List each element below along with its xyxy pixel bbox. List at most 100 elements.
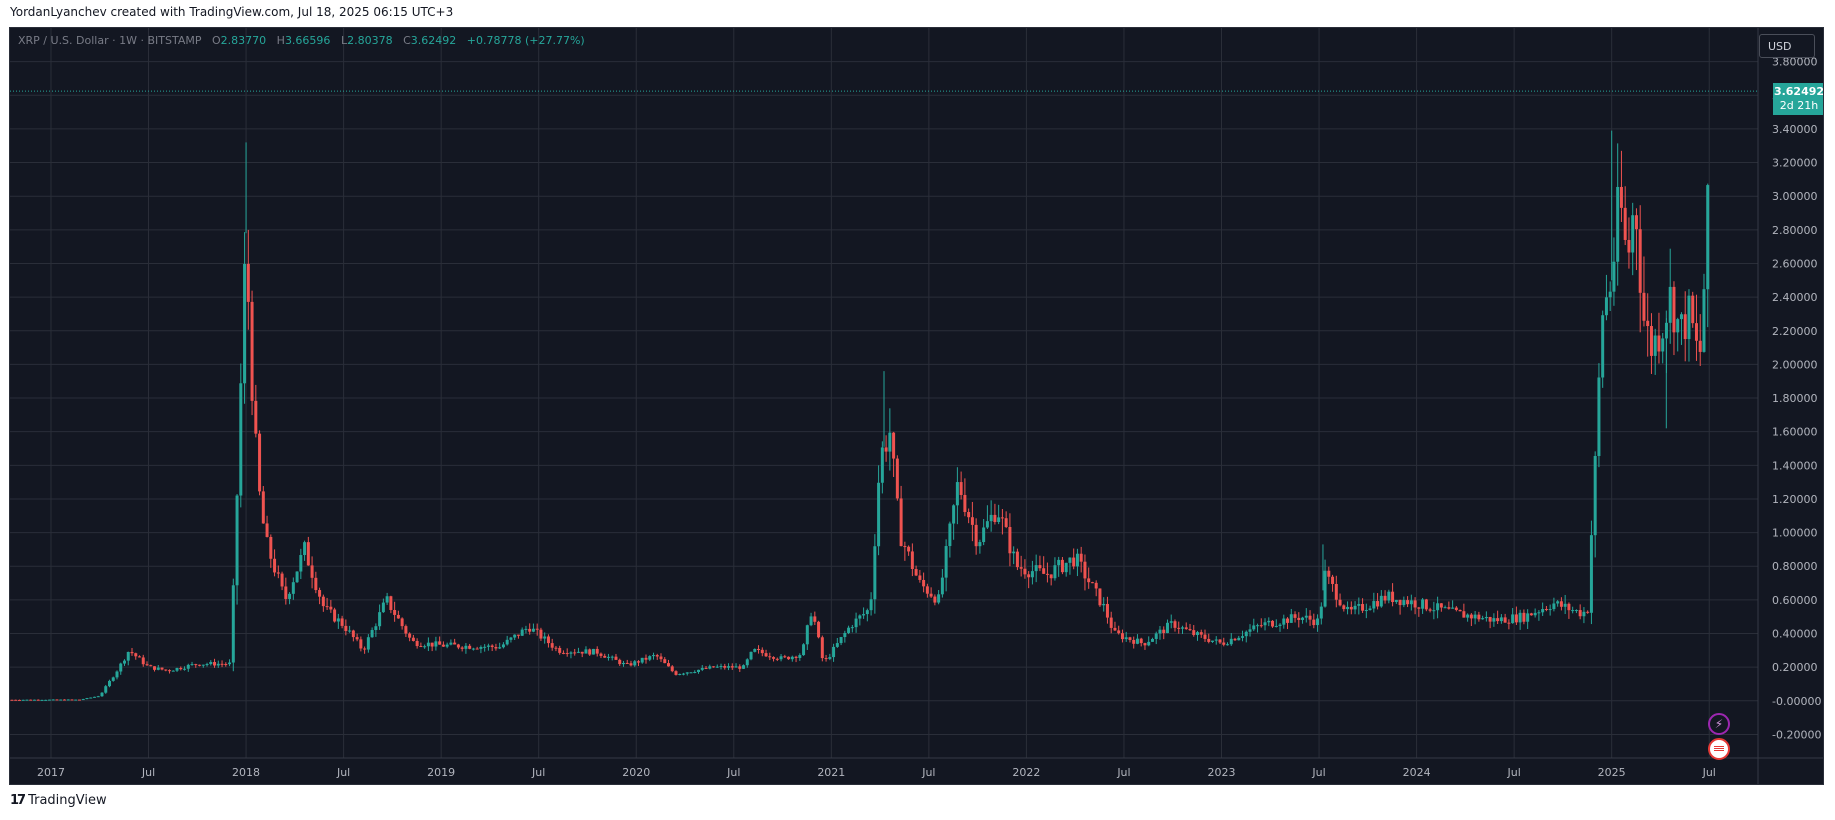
candle-body (149, 665, 153, 667)
candle-body (1683, 314, 1687, 340)
candle-body (670, 666, 674, 672)
footer-brand: TradingView (28, 793, 107, 808)
candle-body (1308, 615, 1312, 620)
candle-body (535, 628, 539, 630)
candle-body (479, 647, 483, 649)
candle-body (438, 641, 442, 645)
candle-body (85, 698, 89, 700)
candle-body (1301, 617, 1305, 620)
candle-body (1676, 319, 1680, 333)
legend-change: +0.78778 (+27.77%) (466, 34, 585, 47)
candle-body (1473, 614, 1477, 619)
candle-body (1286, 618, 1290, 623)
candle-body (1015, 551, 1019, 568)
currency-selector[interactable]: USD (1759, 34, 1815, 58)
candle-body (1698, 340, 1702, 352)
candle-body (712, 666, 716, 668)
candle-body (1248, 629, 1252, 632)
candle-body (925, 586, 929, 594)
candle-body (1027, 574, 1031, 578)
candle-body (1477, 614, 1481, 620)
candles (10, 130, 1710, 701)
candle-body (1135, 638, 1139, 644)
candle-body (269, 536, 273, 559)
x-tick-label: Jul (726, 766, 740, 779)
candle-body (351, 630, 355, 638)
candle-body (1342, 605, 1346, 610)
candle-body (288, 593, 292, 599)
legend-close-label: C (403, 34, 411, 47)
legend-open-label: O (211, 34, 221, 47)
y-tick-label: 0.20000 (1772, 661, 1818, 674)
candle-body (47, 699, 51, 701)
candle-body (254, 400, 258, 434)
candle-body (381, 602, 385, 613)
candle-body (378, 612, 382, 627)
us-flag-icon[interactable] (1708, 738, 1730, 760)
candle-body (734, 666, 738, 668)
candle-body (693, 672, 697, 674)
candle-body (790, 656, 794, 660)
candle-body (1237, 637, 1241, 641)
candle-body (224, 663, 228, 665)
candle-body (1192, 630, 1196, 635)
y-tick-label: 1.40000 (1772, 459, 1818, 472)
candle-body (1162, 629, 1166, 634)
candle-body (618, 659, 622, 665)
candle-body (1556, 601, 1560, 604)
candle-body (160, 667, 164, 670)
candle-body (1424, 599, 1428, 610)
candle-body (1150, 638, 1154, 642)
candle-body (1481, 618, 1485, 620)
candle-body (588, 649, 592, 655)
candle-body (516, 634, 520, 636)
candle-body (273, 558, 277, 573)
candle-body (231, 585, 235, 663)
candle-body (1623, 207, 1627, 240)
candle-body (1541, 609, 1545, 613)
candle-body (1612, 261, 1616, 292)
candle-body (1496, 618, 1500, 622)
candle-body (561, 652, 565, 654)
candle-body (306, 542, 310, 566)
bar-countdown: 2d 21h (1779, 99, 1819, 113)
candle-body (625, 662, 629, 664)
candle-body (520, 629, 524, 636)
candle-body (1533, 612, 1537, 616)
candle-body (1256, 625, 1260, 627)
tradingview-logo-icon: 17 (10, 793, 26, 808)
candle-body (1297, 617, 1301, 620)
candle-body (1222, 642, 1226, 645)
candle-body (1098, 588, 1102, 606)
candle-body (370, 630, 374, 638)
candle-body (501, 644, 505, 648)
x-tick-label: Jul (921, 766, 935, 779)
candle-body (1199, 632, 1203, 635)
y-tick-label: 0.60000 (1772, 594, 1818, 607)
candle-body (888, 432, 892, 452)
candle-body (344, 625, 348, 632)
candle-body (576, 651, 580, 653)
y-tick-label: 2.40000 (1772, 291, 1818, 304)
last-price-value: 3.62492 (1773, 85, 1824, 99)
candle-body (1574, 610, 1578, 612)
lightning-icon[interactable]: ⚡ (1708, 713, 1730, 735)
price-chart[interactable]: 3.800003.600003.400003.200003.000002.800… (10, 28, 1824, 785)
candle-body (997, 517, 1001, 522)
candle-body (584, 649, 588, 654)
candle-body (787, 656, 791, 660)
chart-panel[interactable]: 3.800003.600003.400003.200003.000002.800… (9, 27, 1824, 785)
candle-body (1184, 627, 1188, 630)
candle-body (524, 628, 528, 630)
candle-body (963, 494, 967, 513)
y-tick-label: 1.60000 (1772, 426, 1818, 439)
candle-body (1694, 323, 1698, 341)
candle-body (464, 645, 468, 649)
candle-body (1075, 553, 1079, 567)
candle-body (1346, 606, 1350, 610)
candle-body (1503, 617, 1507, 623)
candle-body (310, 565, 314, 578)
candle-body (708, 666, 712, 669)
candle-body (1361, 604, 1365, 611)
candle-body (629, 663, 633, 666)
